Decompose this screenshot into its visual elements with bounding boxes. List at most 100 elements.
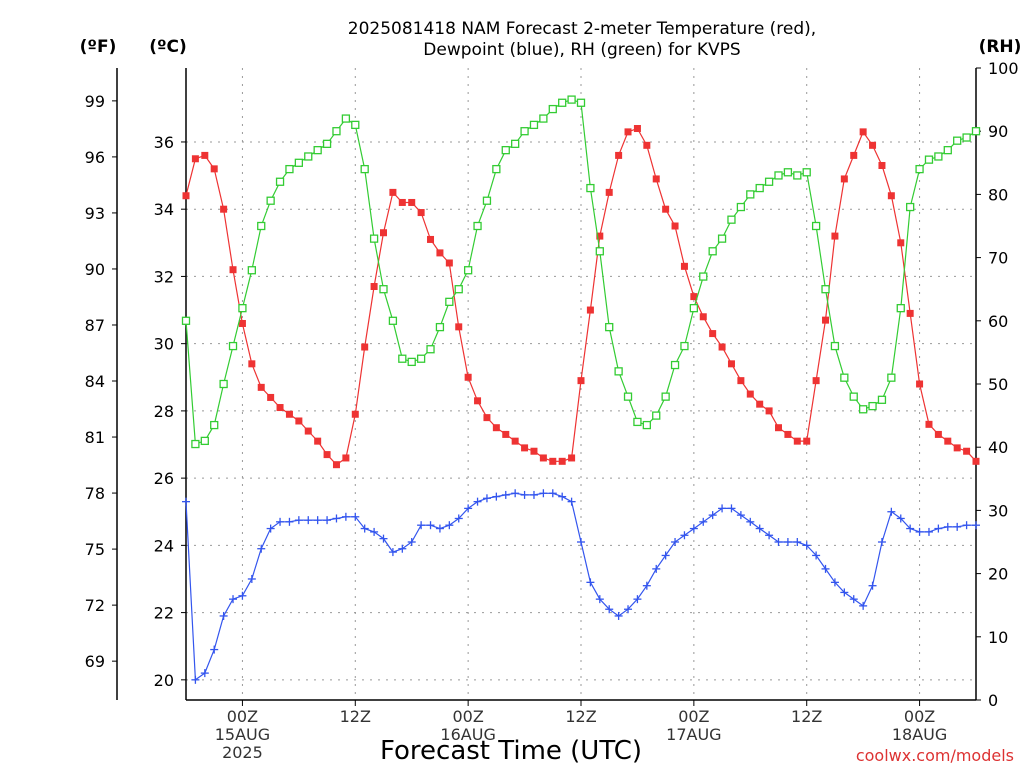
fahrenheit-tick-label: 72 [85, 596, 105, 615]
rh-point [736, 202, 746, 212]
dewpoint-point [924, 527, 933, 536]
rh-point [454, 285, 463, 294]
dewpoint-point [351, 512, 360, 521]
rh-point [238, 304, 247, 313]
temperature-point [709, 330, 717, 338]
temperature-point [680, 262, 688, 270]
rh-point [388, 316, 398, 325]
rh-point [595, 247, 604, 256]
rh-point [793, 171, 802, 180]
rh-tick-label: 40 [988, 438, 1008, 457]
dewpoint-point [182, 497, 190, 506]
temperature-point [746, 390, 754, 398]
temperature-point [238, 319, 246, 327]
dewpoint-point [953, 522, 962, 531]
rh-point [840, 373, 849, 382]
rh-point [633, 417, 642, 427]
temperature-point [699, 313, 707, 321]
dewpoint-point [323, 516, 332, 525]
temperature-point [539, 454, 547, 462]
rh-point [416, 354, 426, 363]
dewpoint-point [435, 524, 444, 533]
rh-point [210, 420, 219, 430]
temperature-point [972, 457, 980, 465]
rh-point [219, 379, 228, 389]
fahrenheit-tick-label: 87 [85, 316, 105, 335]
temperature-point [257, 383, 265, 391]
temperature-point [850, 151, 858, 159]
x-tick-label: 12Z [791, 707, 822, 726]
dewpoint-point [972, 521, 980, 530]
dewpoint-point [830, 578, 839, 587]
dewpoint-point [661, 551, 670, 560]
celsius-tick-label: 20 [154, 671, 174, 690]
temperature-point [521, 444, 529, 452]
fahrenheit-tick-label: 78 [85, 484, 105, 503]
rh-point [755, 183, 764, 193]
dewpoint-point [388, 548, 397, 557]
rh-point [652, 411, 661, 420]
temperature-point [944, 437, 952, 445]
rh-point [887, 373, 896, 382]
rh-point [445, 297, 454, 306]
rh-point [614, 367, 623, 376]
rh-point [802, 168, 811, 177]
rh-point [943, 146, 952, 155]
temperature-point [323, 451, 331, 459]
temperature-point [605, 188, 613, 196]
rh-tick-label: 80 [988, 185, 1008, 204]
temperature-point [577, 377, 585, 385]
celsius-tick-label: 30 [154, 335, 174, 354]
rh-point [369, 234, 379, 243]
fahrenheit-tick-label: 75 [85, 540, 105, 559]
dewpoint-point [849, 595, 858, 604]
series-line-temperature [185, 127, 977, 466]
temperature-point [267, 393, 275, 401]
dewpoint-point [379, 534, 388, 543]
rh-point [473, 221, 482, 231]
dewpoint-point [501, 490, 510, 499]
dewpoint-point [558, 492, 567, 501]
rh-point [746, 190, 755, 199]
x-tick-label: 00Z [227, 707, 258, 726]
temperature-point [633, 125, 641, 133]
dewpoint-point [229, 595, 238, 604]
temperature-point [210, 165, 218, 173]
celsius-tick-label: 36 [154, 133, 174, 152]
temperature-point [906, 309, 914, 317]
rh-point [849, 392, 858, 401]
rh-point [811, 221, 821, 231]
dewpoint-point [746, 517, 755, 526]
rh-point [501, 146, 510, 155]
dewpoint-point [642, 581, 651, 590]
rh-point [294, 158, 304, 167]
dewpoint-point [219, 611, 228, 620]
dewpoint-point [548, 489, 557, 498]
x-axis-label: Forecast Time (UTC) [380, 736, 642, 766]
dewpoint-point [868, 581, 877, 590]
temperature-point [380, 229, 387, 237]
temperature-point [596, 232, 604, 240]
temperature-point [643, 141, 651, 149]
dewpoint-point [671, 538, 680, 546]
fahrenheit-tick-label: 93 [85, 204, 105, 223]
fahrenheit-tick-label: 96 [85, 148, 105, 167]
rh-point [576, 98, 586, 107]
dewpoint-point [285, 517, 294, 526]
temperature-point [285, 410, 293, 418]
rh-point [623, 392, 633, 401]
rh-point [200, 436, 209, 446]
temperature-point [191, 155, 199, 163]
temperature-point [953, 444, 961, 452]
rh-point [717, 234, 727, 243]
x-tick-label: 18AUG [892, 725, 947, 744]
dewpoint-point [360, 524, 369, 533]
temperature-point [220, 205, 228, 213]
rh-point [877, 395, 887, 404]
dewpoint-point [633, 595, 642, 604]
temperature-point [455, 323, 463, 331]
temperature-point [483, 414, 491, 422]
temperature-point [332, 461, 340, 469]
rh-point [463, 266, 473, 275]
temperature-point [615, 151, 623, 159]
